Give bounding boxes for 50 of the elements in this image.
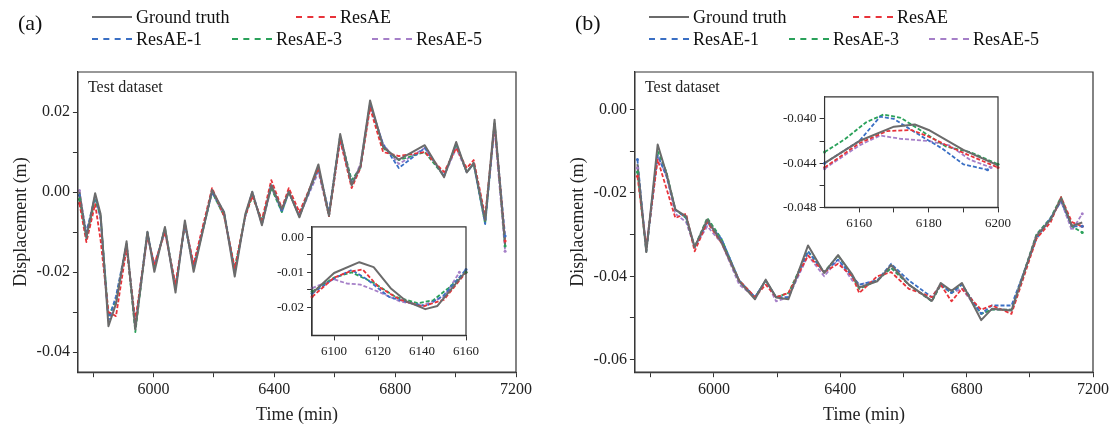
y-tick-label: -0.02: [276, 298, 305, 314]
x-tick-label: 6800: [950, 380, 983, 397]
y-tick-label: 0.00: [281, 228, 305, 244]
legend-label: Ground truth: [136, 6, 230, 28]
y-axis-title: Displacement (m): [566, 157, 588, 287]
chart-title: (b): [575, 10, 601, 36]
x-tick-label: 6100: [321, 342, 348, 358]
x-axis-title: Time (min): [256, 403, 338, 425]
y-axis-title: Displacement (m): [9, 157, 31, 287]
legend-label: ResAE: [340, 6, 391, 28]
y-tick-label: 0.00: [41, 182, 70, 200]
legend-label: ResAE-1: [136, 28, 202, 50]
legend-label: ResAE-1: [693, 28, 759, 50]
chart-title: (a): [18, 10, 43, 36]
x-tick-label: 6140: [409, 342, 436, 358]
x-tick-label: 6000: [137, 380, 170, 397]
legend-label: Ground truth: [693, 6, 787, 28]
y-tick-label: -0.02: [593, 183, 627, 201]
legend-label: ResAE-3: [276, 28, 342, 50]
y-tick-label: -0.048: [782, 198, 817, 214]
legend-label: ResAE-3: [833, 28, 899, 50]
x-tick-label: 6160: [453, 342, 479, 358]
legend-label: ResAE-5: [973, 28, 1039, 50]
x-tick-label: 6160: [846, 214, 873, 230]
annotation: Test dataset: [87, 78, 164, 96]
y-tick-label: -0.06: [593, 349, 627, 367]
x-tick-label: 6200: [985, 214, 1011, 230]
x-tick-label: 6000: [697, 380, 730, 397]
y-tick-label: -0.04: [36, 342, 70, 360]
line-series: [824, 129, 998, 169]
line-series: [824, 113, 998, 166]
y-tick-label: 0.02: [41, 102, 70, 120]
x-axis-title: Time (min): [823, 403, 905, 425]
legend-label: ResAE: [897, 6, 948, 28]
y-tick-label: 0.00: [598, 99, 627, 117]
x-tick-label: 6400: [824, 380, 857, 397]
y-tick-label: -0.04: [593, 266, 627, 284]
line-series: [824, 134, 992, 170]
legend-label: ResAE-5: [416, 28, 482, 50]
x-tick-label: 7200: [500, 380, 532, 397]
x-tick-label: 6800: [379, 380, 412, 397]
y-tick-label: -0.044: [782, 154, 818, 170]
x-tick-label: 7200: [1077, 380, 1109, 397]
y-tick-label: -0.02: [36, 262, 70, 280]
x-tick-label: 6120: [365, 342, 392, 358]
annotation: Test dataset: [644, 78, 721, 96]
y-tick-label: -0.01: [276, 263, 305, 279]
x-tick-label: 6180: [915, 214, 942, 230]
x-tick-label: 6400: [258, 380, 291, 397]
y-tick-label: -0.040: [782, 110, 817, 126]
